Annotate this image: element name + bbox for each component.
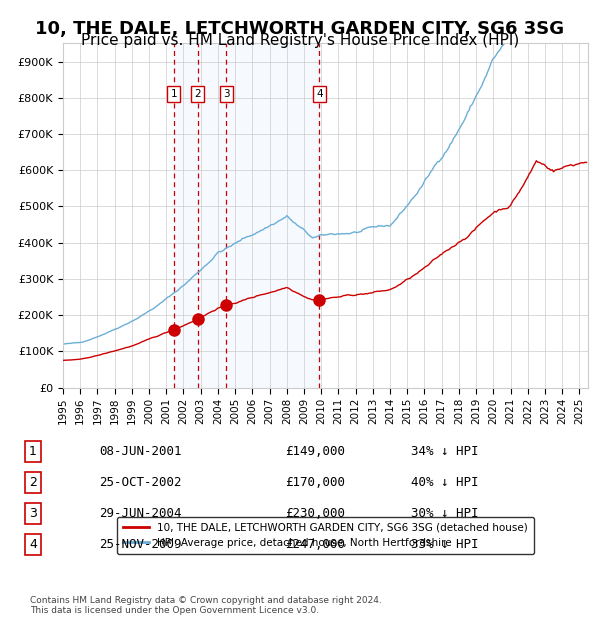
Text: 1: 1 [29,445,37,458]
Text: £247,000: £247,000 [285,538,345,551]
Text: 4: 4 [316,89,323,99]
Text: 4: 4 [29,538,37,551]
Text: 40% ↓ HPI: 40% ↓ HPI [411,476,479,489]
Text: £230,000: £230,000 [285,507,345,520]
Text: 33% ↓ HPI: 33% ↓ HPI [411,538,479,551]
Text: 2: 2 [29,476,37,489]
Text: £170,000: £170,000 [285,476,345,489]
Text: 10, THE DALE, LETCHWORTH GARDEN CITY, SG6 3SG: 10, THE DALE, LETCHWORTH GARDEN CITY, SG… [35,20,565,38]
Text: 2: 2 [194,89,201,99]
Legend: 10, THE DALE, LETCHWORTH GARDEN CITY, SG6 3SG (detached house), HPI: Average pri: 10, THE DALE, LETCHWORTH GARDEN CITY, SG… [116,516,535,554]
Text: Price paid vs. HM Land Registry's House Price Index (HPI): Price paid vs. HM Land Registry's House … [81,33,519,48]
Text: 3: 3 [29,507,37,520]
Text: Contains HM Land Registry data © Crown copyright and database right 2024.
This d: Contains HM Land Registry data © Crown c… [30,596,382,615]
Text: 1: 1 [170,89,177,99]
Bar [174,43,319,388]
Text: £149,000: £149,000 [285,445,345,458]
Text: 25-OCT-2002: 25-OCT-2002 [99,476,182,489]
Text: 30% ↓ HPI: 30% ↓ HPI [411,507,479,520]
Text: 25-NOV-2009: 25-NOV-2009 [99,538,182,551]
Text: 29-JUN-2004: 29-JUN-2004 [99,507,182,520]
Text: 34% ↓ HPI: 34% ↓ HPI [411,445,479,458]
Text: 08-JUN-2001: 08-JUN-2001 [99,445,182,458]
Text: 3: 3 [223,89,230,99]
